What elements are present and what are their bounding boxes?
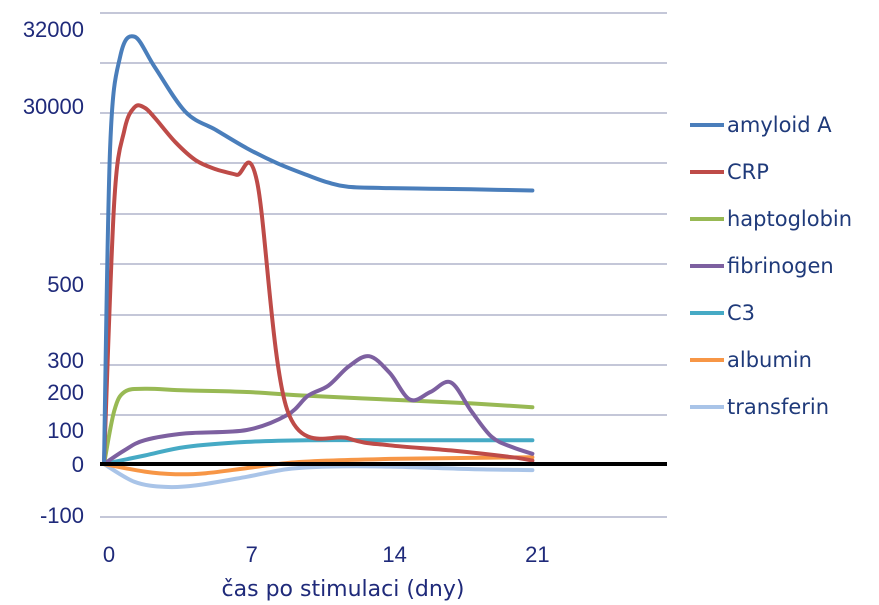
series-lines [102, 34, 535, 490]
y-tick-label: 200 [47, 380, 84, 405]
series-line-c3 [102, 438, 535, 466]
series-line-haptoglobin [102, 386, 535, 466]
legend-label: C3 [727, 301, 755, 325]
legend-label: CRP [727, 160, 769, 184]
y-tick-label: 30000 [23, 94, 84, 119]
legend-label: albumin [727, 348, 812, 372]
y-tick-label: 100 [47, 418, 84, 443]
series-line-fibrinogen [102, 354, 535, 466]
y-axis-ticks: 32000 30000 500 300 200 100 0 -100 [23, 17, 84, 528]
x-tick-label: 0 [103, 542, 115, 567]
y-tick-label: 32000 [23, 17, 84, 42]
x-axis-ticks: 0 7 14 21 [103, 542, 550, 567]
gridlines [100, 12, 667, 518]
legend: amyloid A CRP haptoglobin fibrinogen C3 album… [690, 113, 852, 419]
series-line-crp [102, 103, 535, 466]
series-line-amyloid-a [102, 34, 535, 466]
x-tick-label: 21 [525, 542, 549, 567]
y-tick-label: -100 [40, 503, 84, 528]
y-tick-label: 300 [47, 348, 84, 373]
legend-label: transferin [727, 395, 829, 419]
series-line-transferin [102, 462, 535, 490]
x-axis-label: čas po stimulaci (dny) [222, 577, 465, 602]
x-tick-label: 7 [246, 542, 258, 567]
y-tick-label: 0 [72, 452, 84, 477]
legend-label: haptoglobin [727, 207, 852, 231]
y-tick-label: 500 [47, 272, 84, 297]
legend-label: fibrinogen [727, 254, 834, 278]
legend-label: amyloid A [727, 113, 832, 137]
x-tick-label: 14 [382, 542, 406, 567]
